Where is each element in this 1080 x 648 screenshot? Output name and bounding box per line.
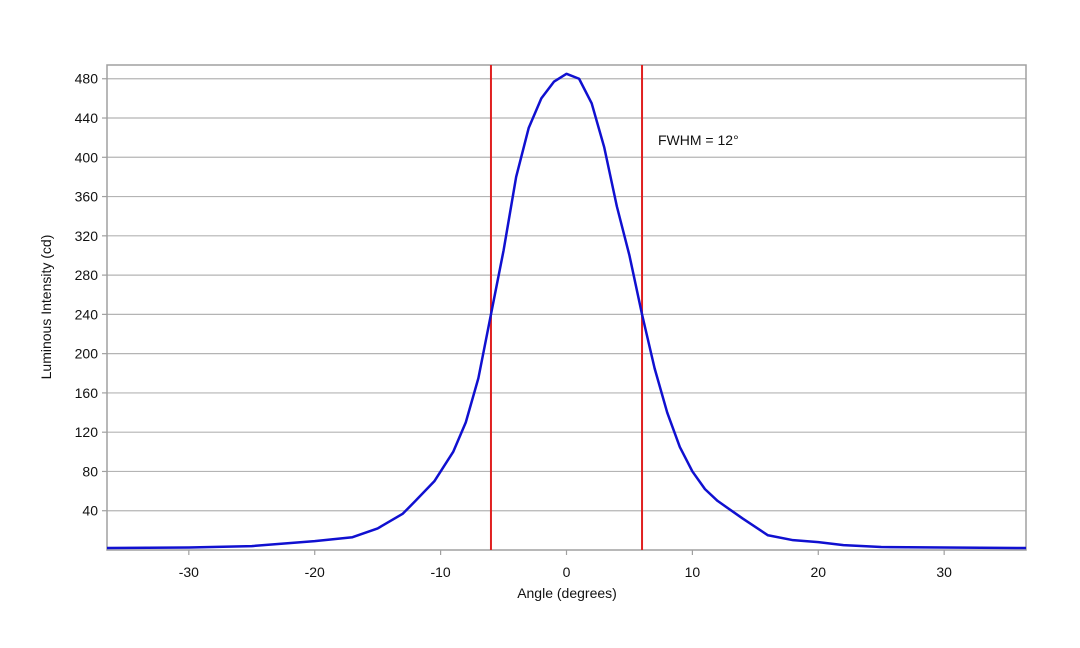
y-tick-label: 240 [75, 306, 99, 322]
y-tick-label: 320 [75, 228, 99, 244]
x-tick-label: 20 [810, 564, 826, 580]
x-tick-label: 30 [936, 564, 952, 580]
y-tick-label: 80 [82, 463, 98, 479]
series-line [106, 72, 1027, 550]
gridlines [107, 78, 1026, 512]
y-axis-label: Luminous Intensity (cd) [38, 235, 54, 380]
x-tick-label: 0 [563, 564, 571, 580]
y-tick-label: 280 [75, 267, 99, 283]
x-tick-label: -30 [179, 564, 199, 580]
y-tick-label: 400 [75, 149, 99, 165]
fwhm-annotation: FWHM = 12° [658, 132, 739, 148]
x-tick-label: -20 [305, 564, 325, 580]
y-tick-label: 440 [75, 110, 99, 126]
x-tick-label: -10 [430, 564, 450, 580]
y-tick-label: 40 [82, 503, 98, 519]
x-tick-label: 10 [685, 564, 701, 580]
plot-area-border [106, 64, 1027, 551]
y-tick-label: 360 [75, 189, 99, 205]
y-tick-label: 200 [75, 346, 99, 362]
y-tick-label: 480 [75, 71, 99, 87]
x-axis-label: Angle (degrees) [517, 585, 617, 601]
y-tick-label: 160 [75, 385, 99, 401]
fwhm-lines [489, 65, 644, 550]
y-tick-label: 120 [75, 424, 99, 440]
